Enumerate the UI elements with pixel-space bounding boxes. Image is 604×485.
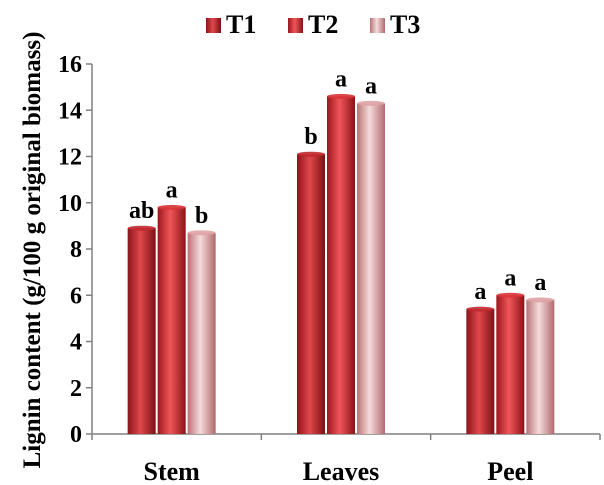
axes: 0 2 4 6 8 10 12 14 16: [58, 52, 601, 448]
y-tick-label: 2: [70, 376, 82, 402]
x-axis-categories: Stem Leaves Peel: [144, 457, 534, 485]
y-tick-label: 12: [58, 145, 82, 171]
significance-label: a: [365, 73, 377, 99]
legend-swatch-t3: [370, 18, 385, 33]
y-tick-label: 8: [70, 237, 82, 263]
y-tick-label: 16: [58, 52, 82, 78]
bar-t3-leaves: [357, 103, 385, 434]
bar-t1-stem: [127, 228, 156, 434]
significance-label: a: [474, 279, 486, 305]
significance-label: a: [335, 66, 347, 92]
y-tick-label: 10: [58, 191, 82, 217]
significance-label: a: [534, 270, 546, 296]
bar-t2-leaves: [327, 96, 355, 434]
bar-cap: [357, 100, 385, 106]
x-category-label: Peel: [487, 457, 533, 485]
bar-t3-stem: [187, 232, 216, 434]
bar-cap: [297, 151, 325, 157]
significance-label: a: [504, 265, 516, 291]
x-category-label: Leaves: [303, 457, 380, 485]
x-category-label: Stem: [144, 457, 201, 485]
legend-swatch-t2: [288, 18, 303, 33]
significance-label: ab: [129, 198, 154, 224]
significance-label: a: [166, 177, 178, 203]
legend-swatch-t1: [206, 18, 221, 33]
y-tick-label: 14: [58, 98, 82, 124]
legend-label-t2: T2: [308, 10, 338, 39]
bar-cap: [157, 204, 186, 210]
bar-cap: [187, 230, 216, 236]
y-tick-label: 0: [70, 422, 82, 448]
bar-cap: [127, 225, 156, 231]
bar-t1-leaves: [297, 154, 325, 434]
legend-label-t1: T1: [226, 10, 256, 39]
legend: T1 T2 T3: [206, 10, 420, 39]
legend-label-t3: T3: [390, 10, 420, 39]
bar-cap: [466, 306, 495, 312]
bar-cap: [327, 93, 355, 99]
bar-t2-peel: [496, 295, 525, 434]
y-axis-title: Lignin content (g/100 g original biomass…: [19, 32, 46, 469]
bar-t1-peel: [466, 309, 495, 434]
bar-cap: [526, 297, 555, 303]
bar-t3-peel: [526, 299, 555, 434]
bar-cap: [496, 292, 525, 298]
significance-label: b: [195, 203, 208, 229]
significance-label: b: [304, 124, 317, 150]
y-tick-label: 4: [70, 330, 82, 356]
bar-t2-stem: [157, 207, 186, 434]
bars: [127, 93, 555, 434]
y-tick-label: 6: [70, 283, 82, 309]
